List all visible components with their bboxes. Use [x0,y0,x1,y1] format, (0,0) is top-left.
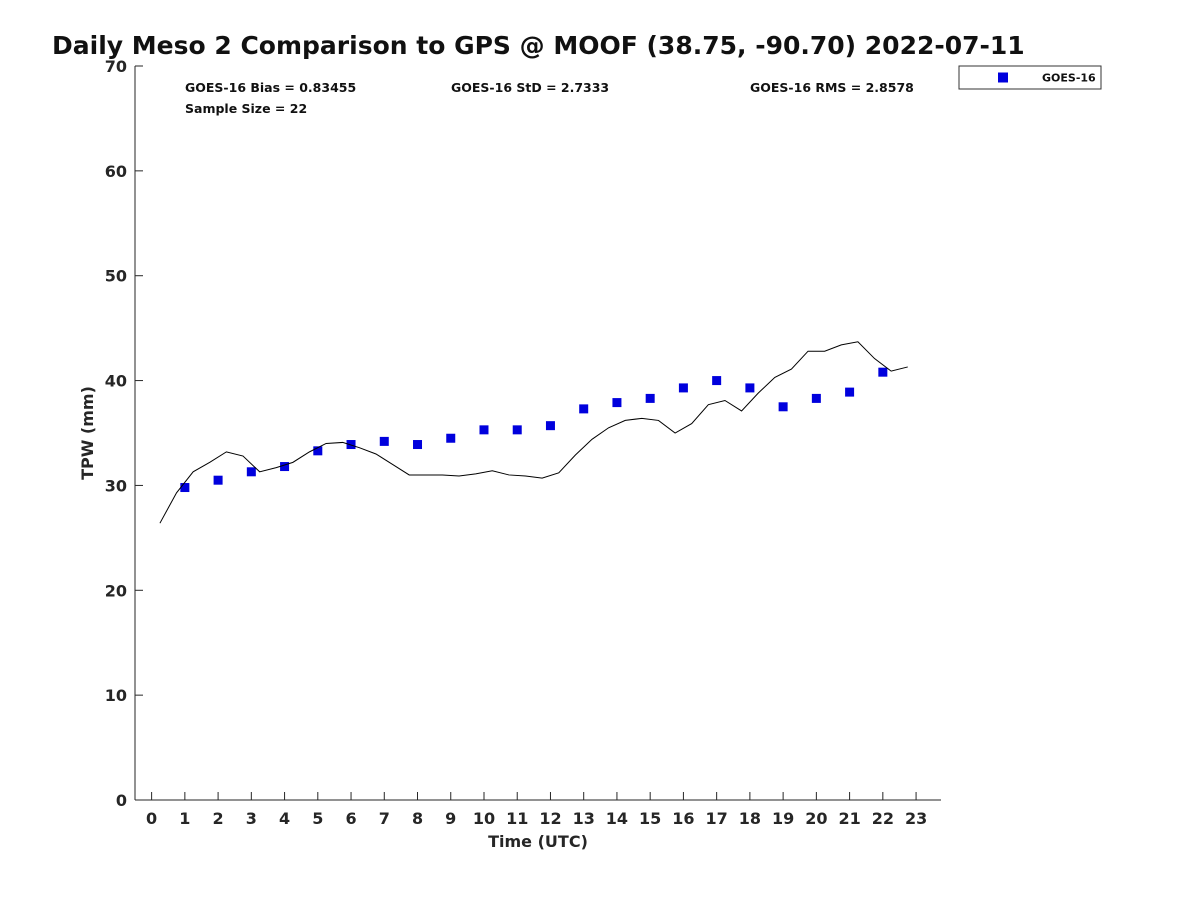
x-tick-label: 2 [213,809,224,828]
x-tick-label: 19 [772,809,794,828]
goes16-point [778,402,788,412]
goes16-point [413,440,423,450]
legend: GOES-16 [958,65,1102,90]
goes16-point [878,367,888,377]
legend-label-goes16: GOES-16 [1042,72,1096,85]
legend-box [958,65,1102,90]
x-tick-label: 4 [279,809,290,828]
x-tick-label: 20 [805,809,827,828]
goes16-point [612,398,622,408]
x-tick-label: 23 [905,809,927,828]
goes16-point [379,436,389,446]
x-tick-label: 9 [445,809,456,828]
goes16-point [545,421,555,431]
y-tick-label: 70 [105,57,127,76]
series-layer [159,341,908,524]
y-tick-label: 50 [105,267,127,286]
x-axis-label: Time (UTC) [488,832,588,851]
goes16-point [845,387,855,397]
stat-sample-size: Sample Size = 22 [185,101,307,116]
goes16-point [645,393,655,403]
y-tick-label: 0 [116,791,127,810]
x-tick-label: 1 [179,809,190,828]
x-tick-label: 12 [539,809,561,828]
goes16-point [712,376,722,386]
stat-bias: GOES-16 Bias = 0.83455 [185,80,356,95]
stat-rms: GOES-16 RMS = 2.8578 [750,80,914,95]
legend-marker-goes16 [998,72,1008,83]
x-tick-label: 3 [246,809,257,828]
y-tick-label: 30 [105,476,127,495]
goes16-point [246,467,256,477]
goes16-point [745,383,755,393]
goes16-point [280,462,290,472]
x-tick-label: 5 [312,809,323,828]
y-tick-label: 20 [105,581,127,600]
x-tick-label: 10 [473,809,495,828]
goes16-point [180,483,190,493]
x-tick-label: 13 [573,809,595,828]
axes [134,66,941,801]
x-tick-label: 7 [379,809,390,828]
y-axis-ticks: 0 10 20 30 40 50 60 70 [105,57,143,810]
goes16-point [479,425,489,435]
x-tick-label: 17 [706,809,728,828]
y-tick-label: 10 [105,686,127,705]
goes16-point [446,433,456,443]
x-tick-label: 22 [872,809,894,828]
goes16-point [512,425,522,435]
x-tick-label: 15 [639,809,661,828]
y-axis-label: TPW (mm) [78,386,97,480]
chart-title: Daily Meso 2 Comparison to GPS @ MOOF (3… [52,31,1025,60]
stat-std: GOES-16 StD = 2.7333 [451,80,609,95]
x-tick-label: 14 [606,809,628,828]
x-tick-label: 6 [345,809,356,828]
goes16-point [313,446,323,456]
goes16-point [811,393,821,403]
x-axis-ticks: 0 1 2 3 4 5 6 7 8 9 10 11 12 13 14 15 16 17 18 19 20 21 22 23 [146,792,927,828]
x-tick-label: 0 [146,809,157,828]
x-tick-label: 11 [506,809,528,828]
x-tick-label: 18 [739,809,761,828]
goes16-point [579,404,589,414]
goes16-point [346,440,356,450]
goes16-point [213,475,223,485]
y-tick-label: 40 [105,372,127,391]
y-tick-label: 60 [105,162,127,181]
gps-tpw-line [159,341,908,524]
x-tick-label: 21 [838,809,860,828]
x-tick-label: 8 [412,809,423,828]
goes16-point [678,383,688,393]
x-tick-label: 16 [672,809,694,828]
